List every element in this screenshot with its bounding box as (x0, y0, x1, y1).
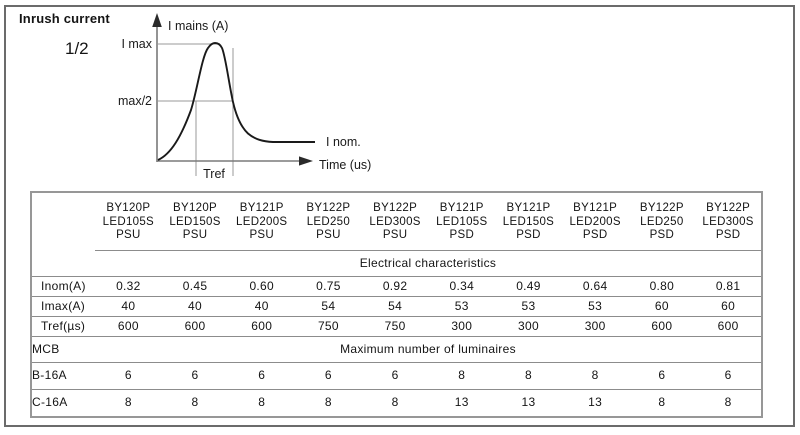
half-max-label: max/2 (118, 94, 152, 108)
y-axis-label: I mains (A) (168, 19, 228, 33)
column-header: BY120P LED150S PSU (161, 192, 229, 251)
table-cell: 8 (724, 394, 732, 409)
empty-cell (31, 250, 95, 277)
mcb-section-title: Maximum number of luminaires (95, 336, 762, 363)
row-label-imax: Imax(A) (31, 296, 95, 317)
electrical-section-row: Electrical characteristics (31, 250, 762, 277)
table-cell: 13 (521, 394, 536, 409)
inom-label: I nom. (326, 135, 361, 149)
characteristics-table: BY120P LED105S PSU BY120P LED150S PSU BY… (30, 191, 763, 418)
column-header: BY121P LED105S PSD (428, 192, 496, 251)
c16a-row: C-16A 8 8 8 8 8 13 13 13 8 8 (31, 389, 762, 417)
table-cell: 0.34 (428, 276, 496, 297)
table-cell: 600 (228, 316, 296, 337)
table-cell: 300 (495, 316, 562, 337)
column-header: BY122P LED250 PSU (295, 192, 362, 251)
table-cell: 6 (295, 362, 362, 390)
table-cell: 600 (695, 316, 762, 337)
corner-cell (31, 192, 95, 250)
electrical-section-title: Electrical characteristics (95, 250, 762, 277)
table-cell: 40 (161, 296, 229, 317)
table-cell: 300 (428, 316, 496, 337)
table-cell: 53 (495, 296, 562, 317)
table-cell: 0.92 (361, 276, 429, 297)
table-cell: 600 (95, 316, 162, 337)
table-cell: 750 (295, 316, 362, 337)
table-cell: 0.49 (495, 276, 562, 297)
table-cell: 40 (228, 296, 296, 317)
table-cell: 6 (228, 362, 296, 390)
y-axis-arrow (152, 13, 162, 27)
x-axis-arrow (299, 156, 313, 166)
table-cell: 53 (428, 296, 496, 317)
table-cell: 0.45 (161, 276, 229, 297)
table-cell: 8 (324, 394, 332, 409)
table-cell: 8 (428, 362, 496, 390)
imax-row: Imax(A) 40 40 40 54 54 53 53 53 60 60 (31, 296, 762, 317)
table-cell: 53 (561, 296, 629, 317)
table-cell: 0.32 (95, 276, 162, 297)
tref-row: Tref(µs) 600 600 600 750 750 300 300 300… (31, 316, 762, 337)
inom-row: Inom(A) 0.32 0.45 0.60 0.75 0.92 0.34 0.… (31, 276, 762, 297)
table-cell: 8 (495, 362, 562, 390)
row-label-mcb: MCB (31, 336, 95, 363)
row-label-tref: Tref(µs) (31, 316, 95, 337)
table-cell: 6 (628, 362, 696, 390)
table-cell: 8 (258, 394, 266, 409)
header-row: BY120P LED105S PSU BY120P LED150S PSU BY… (31, 192, 762, 251)
table-cell: 54 (295, 296, 362, 317)
table-cell: 0.80 (628, 276, 696, 297)
mcb-section-row: MCB Maximum number of luminaires (31, 336, 762, 363)
table-cell: 40 (95, 296, 162, 317)
table-cell: 300 (561, 316, 629, 337)
column-header: BY122P LED300S PSD (695, 192, 762, 251)
table-cell: 8 (124, 394, 132, 409)
table-cell: 0.81 (695, 276, 762, 297)
table-cell: 8 (561, 362, 629, 390)
figure-title: Inrush current (19, 11, 110, 26)
column-header: BY122P LED300S PSU (361, 192, 429, 251)
table-cell: 6 (695, 362, 762, 390)
column-header: BY121P LED200S PSU (228, 192, 296, 251)
table-cell: 0.64 (561, 276, 629, 297)
table-cell: 750 (361, 316, 429, 337)
page-number: 1/2 (65, 39, 89, 58)
table-cell: 13 (454, 394, 469, 409)
table-cell: 13 (588, 394, 603, 409)
imax-label: I max (121, 37, 152, 51)
column-header: BY121P LED200S PSD (561, 192, 629, 251)
table-cell: 60 (695, 296, 762, 317)
column-header: BY120P LED105S PSU (95, 192, 162, 251)
table-cell: 0.75 (295, 276, 362, 297)
inrush-curve (157, 42, 315, 161)
row-label-inom: Inom(A) (31, 276, 95, 297)
row-label-c16a: C-16A (32, 394, 68, 409)
table-cell: 8 (191, 394, 199, 409)
table-cell: 6 (95, 362, 162, 390)
table-cell: 0.60 (228, 276, 296, 297)
x-axis-label: Time (us) (319, 158, 371, 172)
table-cell: 600 (161, 316, 229, 337)
table-cell: 8 (658, 394, 666, 409)
column-header: BY121P LED150S PSD (495, 192, 562, 251)
inrush-current-diagram: I mains (A) I max max/2 Tref I nom. Time… (118, 13, 371, 181)
column-header: BY122P LED250 PSD (628, 192, 696, 251)
table-cell: 6 (161, 362, 229, 390)
tref-label: Tref (203, 167, 225, 181)
table-cell: 6 (361, 362, 429, 390)
table-cell: 60 (628, 296, 696, 317)
table-cell: 8 (391, 394, 399, 409)
row-label-b16a: B-16A (31, 362, 95, 390)
table-cell: 600 (628, 316, 696, 337)
table-cell: 54 (361, 296, 429, 317)
b16a-row: B-16A 6 6 6 6 6 8 8 8 6 6 (31, 362, 762, 390)
